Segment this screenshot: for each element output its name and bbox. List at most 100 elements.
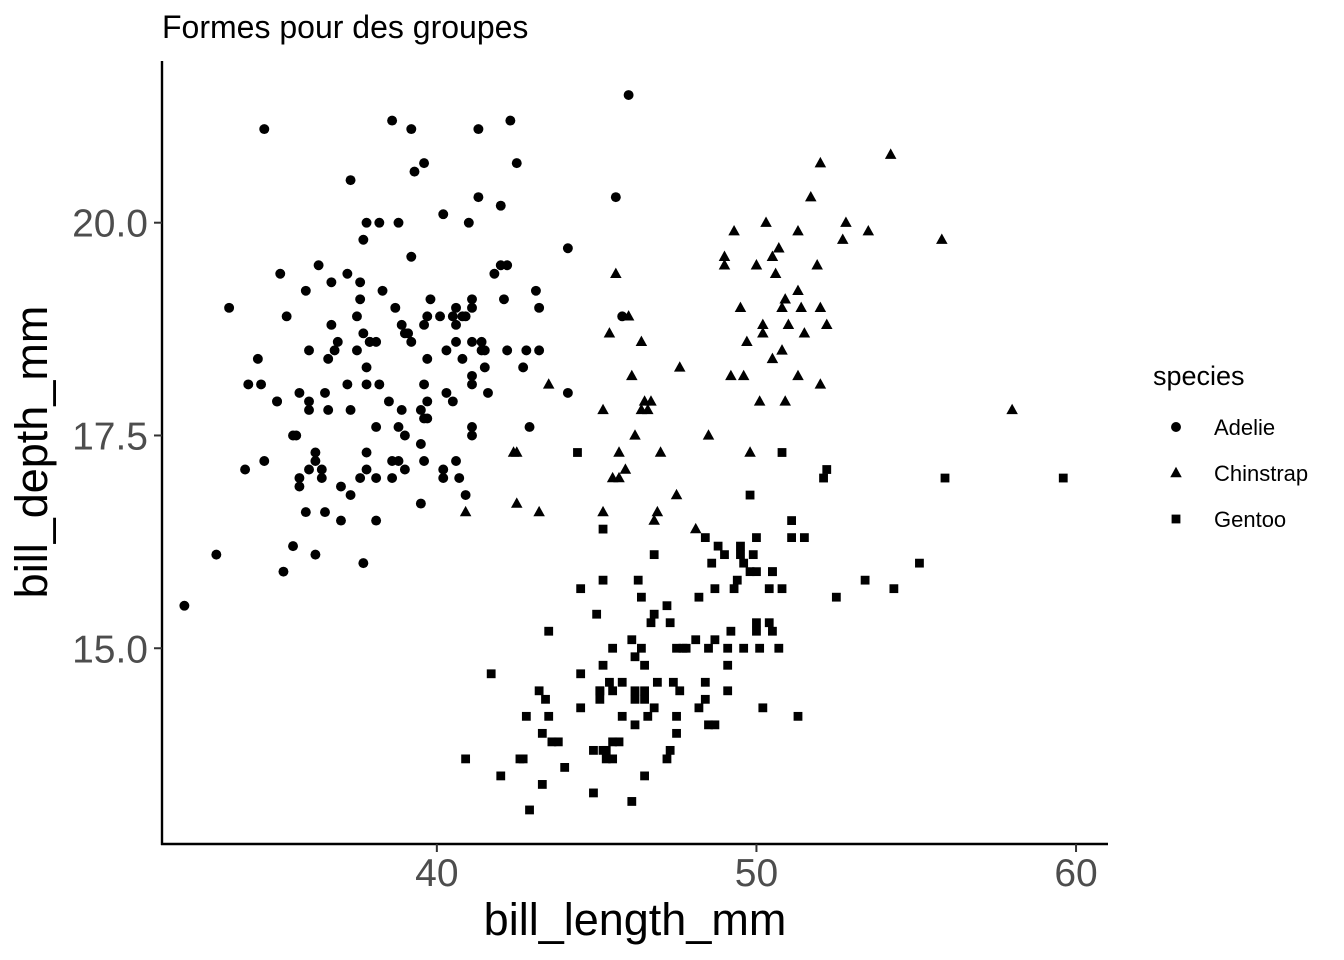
data-point-adelie: [240, 464, 251, 475]
data-point-gentoo: [723, 643, 733, 653]
data-point-gentoo: [777, 448, 787, 457]
data-point-chinstrap: [798, 327, 811, 338]
data-point-gentoo: [652, 677, 662, 687]
data-point-adelie: [361, 362, 372, 373]
data-point-adelie: [371, 473, 382, 483]
data-point-gentoo: [598, 575, 608, 585]
x-axis-ticks: 40 50 60: [415, 844, 1098, 895]
data-point-chinstrap: [741, 335, 753, 347]
data-point-gentoo: [831, 592, 841, 602]
data-point-gentoo: [617, 711, 627, 721]
data-point-adelie: [361, 447, 372, 458]
data-point-adelie: [467, 422, 477, 432]
data-point-adelie: [451, 456, 461, 466]
data-point-chinstrap: [718, 250, 731, 261]
data-point-chinstrap: [757, 318, 769, 330]
data-point-chinstrap: [725, 369, 737, 381]
data-point-chinstrap: [542, 378, 555, 389]
data-point-chinstrap: [603, 327, 616, 338]
data-point-gentoo: [601, 754, 611, 764]
data-point-adelie: [326, 319, 337, 330]
data-point-adelie: [457, 311, 468, 322]
data-point-adelie: [345, 404, 356, 415]
data-point-gentoo: [739, 558, 749, 568]
data-point-adelie: [390, 302, 401, 313]
data-point-adelie: [399, 464, 410, 475]
data-point-adelie: [467, 430, 477, 441]
data-point-adelie: [479, 362, 490, 373]
data-point-gentoo: [608, 754, 618, 764]
data-point-adelie: [377, 285, 388, 296]
data-point-gentoo: [643, 711, 653, 721]
data-point-adelie: [393, 422, 404, 432]
data-point-adelie: [304, 404, 314, 415]
data-point-adelie: [483, 387, 493, 398]
data-point-adelie: [294, 481, 305, 492]
data-point-gentoo: [752, 567, 761, 577]
data-point-gentoo: [732, 575, 742, 585]
data-point-gentoo: [595, 694, 605, 704]
data-point-chinstrap: [734, 301, 747, 313]
data-point-gentoo: [793, 711, 803, 721]
data-point-gentoo: [755, 643, 765, 653]
data-point-gentoo: [630, 720, 640, 730]
data-point-adelie: [415, 498, 426, 509]
data-point-gentoo: [774, 643, 784, 653]
series-chinstrap: [459, 148, 1018, 534]
data-point-chinstrap: [814, 301, 827, 313]
series-gentoo: [461, 448, 1068, 815]
data-point-adelie: [345, 490, 356, 501]
data-point-adelie: [451, 319, 461, 330]
data-point-adelie: [451, 336, 461, 347]
data-point-chinstrap: [737, 369, 750, 381]
data-point-adelie: [534, 302, 545, 313]
data-point-gentoo: [736, 541, 745, 551]
data-point-adelie: [313, 260, 324, 271]
data-point-adelie: [396, 319, 407, 330]
data-point-chinstrap: [610, 267, 622, 278]
data-point-gentoo: [704, 720, 713, 730]
data-point-adelie: [562, 387, 573, 398]
data-point-gentoo: [713, 541, 723, 551]
data-point-adelie: [310, 447, 321, 458]
data-point-gentoo: [726, 626, 736, 636]
data-point-chinstrap: [840, 216, 852, 227]
data-point-adelie: [374, 379, 385, 390]
data-point-adelie: [463, 217, 474, 228]
data-point-chinstrap: [533, 505, 545, 517]
data-point-gentoo: [860, 575, 870, 585]
data-point-adelie: [562, 243, 573, 254]
data-point-adelie: [419, 319, 430, 330]
data-point-adelie: [361, 217, 372, 228]
data-point-adelie: [467, 370, 477, 381]
data-point-adelie: [438, 473, 449, 483]
data-point-chinstrap: [884, 148, 897, 159]
data-point-adelie: [425, 294, 436, 305]
data-point-adelie: [406, 336, 417, 347]
data-point-gentoo: [617, 677, 627, 687]
legend-label-chinstrap: Chinstrap: [1214, 461, 1308, 486]
data-point-adelie: [351, 311, 362, 322]
data-point-adelie: [457, 353, 468, 364]
data-point-chinstrap: [645, 395, 657, 406]
data-point-adelie: [406, 124, 417, 135]
data-point-gentoo: [710, 584, 720, 594]
data-point-gentoo: [707, 558, 717, 568]
data-point-adelie: [495, 200, 506, 211]
data-point-adelie: [336, 481, 346, 492]
data-point-adelie: [288, 541, 298, 552]
data-point-chinstrap: [814, 156, 827, 168]
data-point-chinstrap: [760, 216, 772, 227]
data-point-gentoo: [758, 703, 768, 713]
data-point-chinstrap: [702, 429, 715, 440]
data-point-adelie: [259, 124, 270, 135]
data-point-adelie: [179, 600, 190, 611]
data-point-adelie: [259, 456, 270, 466]
data-point-adelie: [623, 90, 634, 101]
data-point-gentoo: [576, 703, 586, 713]
data-point-adelie: [530, 285, 541, 296]
data-point-gentoo: [710, 720, 720, 730]
data-point-gentoo: [560, 763, 570, 772]
data-point-chinstrap: [862, 225, 875, 236]
data-point-chinstrap: [779, 395, 791, 406]
